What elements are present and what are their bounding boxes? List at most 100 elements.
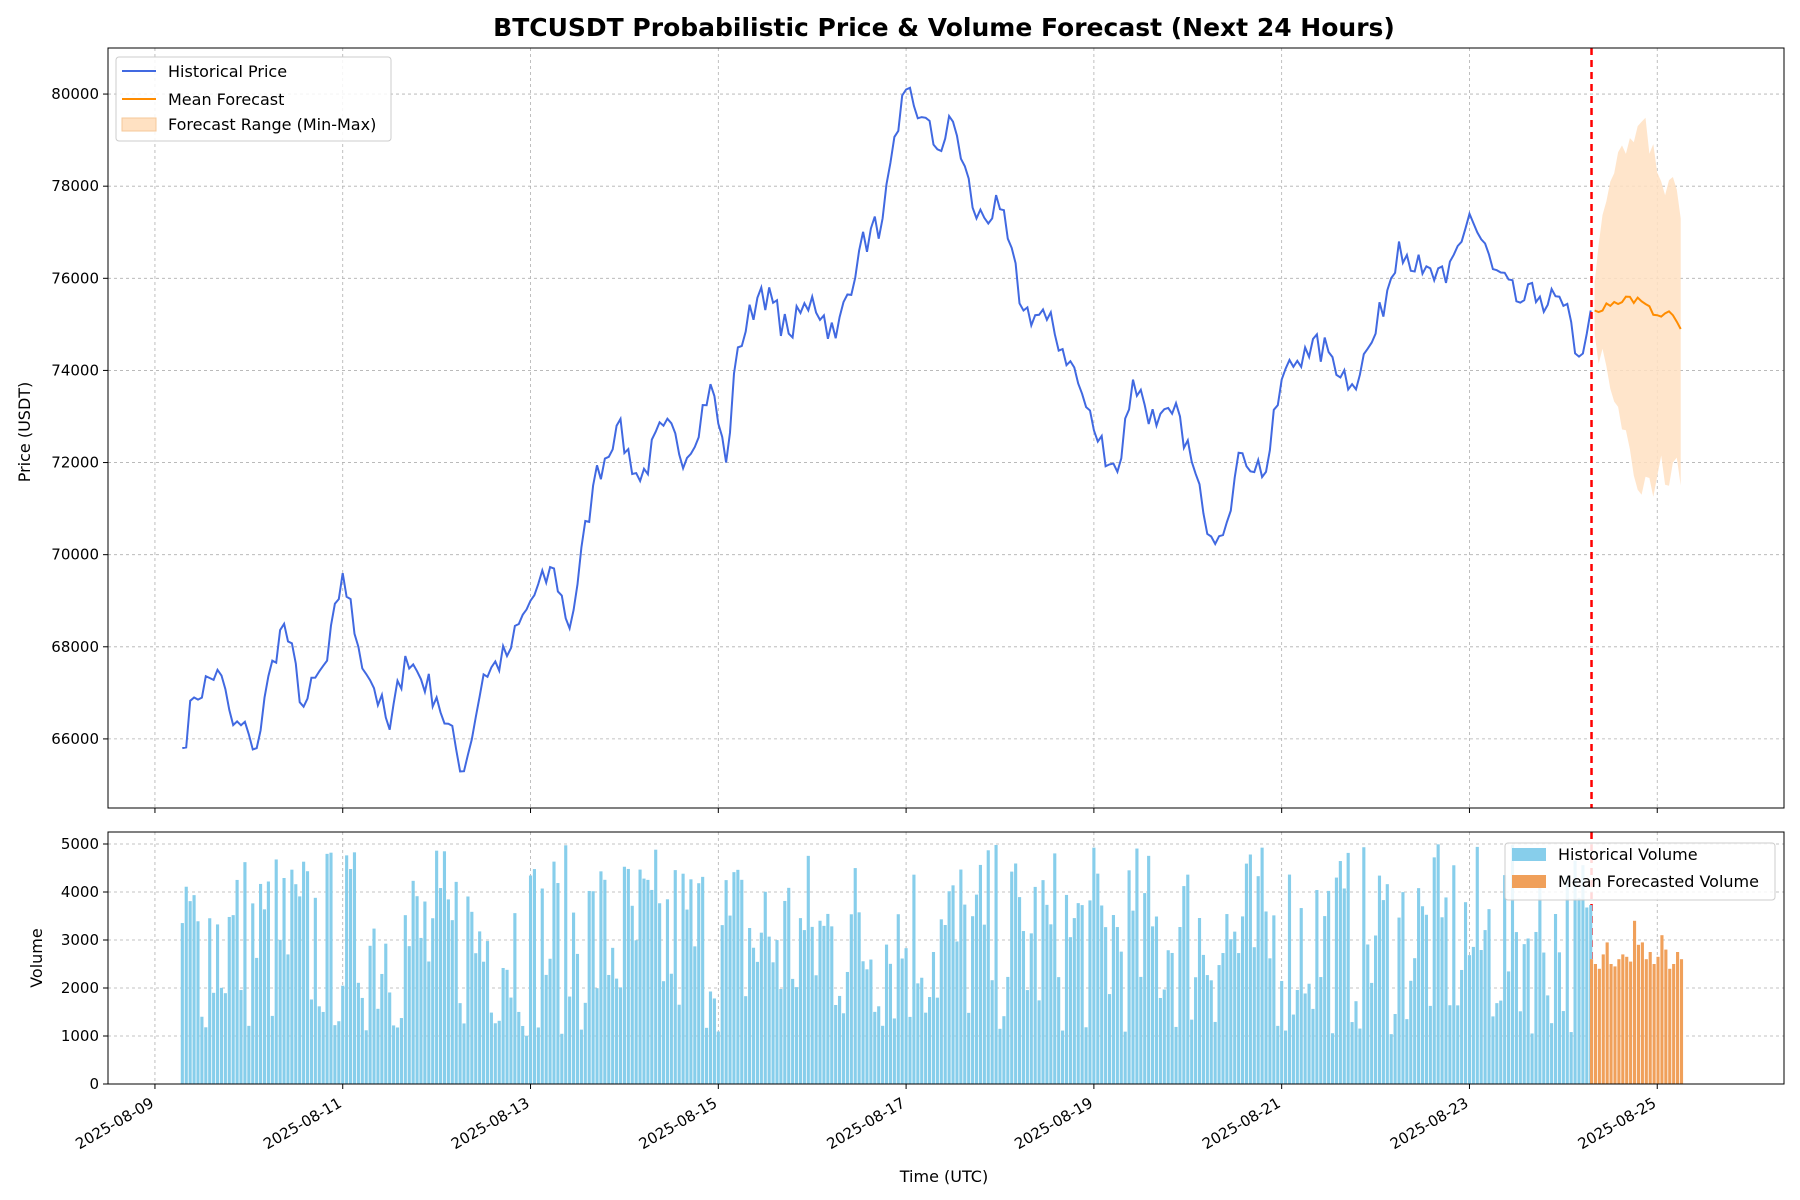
historical-volume-bar: [341, 985, 345, 1084]
historical-volume-bar: [767, 936, 771, 1084]
historical-volume-bar: [865, 969, 869, 1084]
historical-volume-bar: [1409, 980, 1413, 1084]
historical-volume-bar: [525, 1035, 529, 1084]
historical-volume-bar: [458, 1003, 462, 1084]
historical-volume-bar: [853, 868, 857, 1084]
forecasted-volume-bar: [1632, 920, 1637, 1084]
historical-volume-bar: [368, 945, 372, 1084]
legend-historical-price: Historical Price: [168, 62, 287, 81]
historical-volume-bar: [646, 879, 650, 1084]
historical-volume-bar: [392, 1025, 396, 1084]
historical-volume-bar: [928, 997, 932, 1084]
historical-volume-bar: [227, 916, 231, 1084]
forecasted-volume-bar: [1625, 956, 1629, 1084]
historical-volume-bar: [317, 1006, 321, 1084]
historical-volume-bar: [708, 991, 713, 1084]
historical-volume-bar: [1585, 907, 1589, 1084]
historical-volume-bar: [1002, 1016, 1006, 1084]
historical-volume-bar: [1115, 927, 1119, 1084]
historical-volume-bar: [321, 1011, 325, 1084]
historical-volume-bar: [654, 849, 658, 1084]
historical-volume-bar: [243, 862, 247, 1084]
historical-volume-bar: [724, 880, 728, 1084]
historical-volume-bar: [1010, 871, 1014, 1084]
historical-volume-bar: [1291, 1014, 1295, 1084]
historical-volume-bar: [509, 997, 513, 1084]
historical-volume-bar: [1264, 911, 1268, 1084]
historical-volume-bar: [861, 961, 865, 1084]
historical-volume-bar: [763, 891, 767, 1084]
historical-volume-bar: [661, 981, 666, 1084]
historical-volume-bar: [251, 903, 255, 1084]
historical-volume-bar: [935, 997, 939, 1084]
price-legend: Historical Price Mean Forecast Forecast …: [115, 56, 392, 142]
volume-tick-label: 3000: [61, 931, 99, 949]
historical-volume-bar: [1553, 914, 1558, 1084]
historical-volume-bar: [892, 1018, 896, 1084]
historical-volume-bar: [1248, 854, 1252, 1084]
historical-volume-bar: [622, 866, 626, 1084]
historical-volume-bar: [1546, 995, 1550, 1084]
volume-legend: Historical Volume Mean Forecasted Volume: [1504, 842, 1776, 901]
historical-volume-bar: [712, 998, 716, 1084]
historical-volume-bar: [920, 977, 924, 1084]
historical-volume-bar: [1479, 950, 1483, 1084]
historical-volume-bar: [407, 946, 411, 1084]
historical-volume-bar: [744, 996, 748, 1084]
historical-volume-bar: [571, 912, 576, 1084]
historical-volume-bar: [1068, 937, 1072, 1084]
historical-volume-bar: [759, 932, 763, 1084]
historical-volume-bar: [1088, 900, 1092, 1084]
historical-volume-bar: [489, 1012, 493, 1084]
price-panel-frame: [107, 47, 1785, 809]
historical-volume-bar: [658, 903, 662, 1084]
historical-volume-bar: [1460, 969, 1464, 1084]
historical-volume-bar: [1287, 874, 1292, 1084]
historical-volume-bar: [1131, 910, 1135, 1084]
historical-volume-bar: [482, 961, 486, 1084]
historical-volume-bar: [998, 1028, 1002, 1084]
historical-volume-bar: [1100, 905, 1104, 1084]
historical-volume-bar: [705, 1027, 709, 1084]
historical-volume-bar: [442, 851, 447, 1084]
historical-volume-bar: [982, 924, 986, 1084]
historical-volume-bar: [1147, 855, 1151, 1084]
historical-volume-bar: [912, 874, 916, 1084]
historical-volume-bar: [212, 992, 216, 1084]
legend-forecast-range-swatch: [121, 117, 157, 132]
volume-bars: [180, 844, 1684, 1084]
historical-volume-bar: [869, 959, 873, 1084]
historical-volume-bar: [454, 881, 458, 1084]
historical-volume-bar: [1507, 971, 1511, 1084]
historical-volume-bar: [587, 890, 591, 1084]
historical-volume-bar: [771, 962, 775, 1084]
historical-volume-bar: [1491, 1016, 1495, 1084]
forecasted-volume-bar: [1613, 966, 1617, 1084]
historical-volume-bar: [1381, 900, 1385, 1084]
forecasted-volume-bar: [1648, 952, 1652, 1084]
forecasted-volume-bar: [1597, 968, 1601, 1084]
volume-legend-box: [1504, 842, 1776, 901]
historical-volume-bar: [235, 879, 239, 1084]
historical-volume-bar: [1534, 931, 1538, 1084]
historical-volume-bar: [931, 952, 936, 1084]
legend-forecast-range: Forecast Range (Min-Max): [168, 115, 376, 134]
historical-volume-bar: [802, 930, 806, 1084]
forecasted-volume-bar: [1668, 968, 1672, 1084]
historical-volume-bar: [791, 978, 795, 1084]
historical-volume-bar: [196, 921, 200, 1084]
historical-volume-bar: [493, 1023, 497, 1084]
historical-volume-bar: [751, 947, 756, 1084]
historical-volume-bar: [748, 928, 752, 1084]
historical-volume-bar: [838, 995, 842, 1084]
historical-volume-bar: [1448, 1005, 1452, 1084]
historical-volume-bar: [564, 845, 568, 1084]
historical-volume-bar: [1119, 951, 1123, 1084]
historical-volume-bar: [822, 925, 826, 1084]
historical-volume-bar: [497, 1020, 501, 1084]
historical-volume-bar: [677, 1004, 681, 1084]
historical-volume-bar: [1037, 1000, 1041, 1084]
historical-volume-bar: [278, 939, 282, 1084]
historical-volume-bar: [384, 943, 388, 1084]
historical-volume-bar: [783, 900, 787, 1084]
